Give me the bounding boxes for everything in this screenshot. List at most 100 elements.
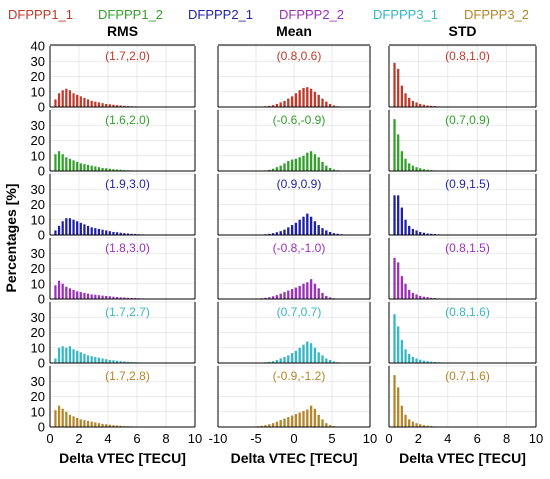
bar: [108, 359, 111, 363]
y-tick-label: 20: [31, 69, 45, 84]
bar: [328, 167, 332, 171]
x-axis-label-0: Delta VTEC [TECU]: [59, 450, 186, 466]
bar: [101, 229, 104, 235]
bar: [397, 262, 400, 299]
bar: [68, 288, 72, 299]
bar: [325, 165, 328, 171]
bar: [54, 154, 57, 171]
bar: [393, 119, 396, 171]
bar: [94, 101, 97, 107]
bar: [306, 409, 309, 427]
bar: [321, 228, 324, 235]
bar: [294, 93, 298, 107]
bar: [126, 233, 130, 235]
bar: [287, 355, 290, 363]
y-tick-label: 0: [38, 164, 45, 179]
bar: [268, 233, 271, 235]
legend-entry-3: DFPPP2_2: [279, 7, 344, 22]
y-tick-label: 0: [38, 356, 45, 371]
bar: [430, 361, 433, 363]
bar: [86, 420, 90, 427]
bar: [309, 151, 313, 171]
bar: [54, 99, 57, 107]
stat-label: (-0.6,-0.9): [273, 113, 326, 127]
bar: [426, 425, 429, 427]
bar: [83, 97, 86, 107]
bar: [336, 233, 339, 235]
bar: [283, 292, 286, 299]
bar: [411, 165, 415, 171]
bar: [108, 104, 111, 107]
y-tick-label: 20: [31, 133, 45, 148]
bar: [90, 100, 93, 107]
bar: [294, 287, 298, 299]
bar: [283, 163, 286, 171]
bar: [411, 356, 415, 363]
bar: [72, 93, 75, 107]
bar: [317, 94, 320, 107]
bar: [393, 314, 396, 363]
x-tick-label: 5: [328, 431, 335, 446]
stat-label: (0.8,1.6): [445, 305, 490, 319]
bar: [86, 225, 90, 235]
bar: [57, 225, 61, 235]
bar: [408, 97, 411, 107]
bar: [271, 233, 275, 235]
bar: [294, 350, 298, 363]
bar: [68, 90, 72, 107]
bar: [419, 424, 422, 427]
panel-1-2: (0.9,0.9): [217, 173, 371, 236]
bar: [83, 353, 86, 363]
legend: DFPPP1_1 DFPPP1_2 DFPPP2_1 DFPPP2_2 DFPPP3_1…: [8, 7, 529, 22]
bar: [94, 228, 97, 235]
bar: [404, 349, 407, 363]
bar: [426, 361, 429, 363]
bar: [408, 289, 411, 299]
bar: [115, 105, 119, 107]
bar: [115, 297, 119, 299]
axis-labels: Percentages [%]: [3, 184, 19, 293]
bar: [298, 157, 301, 171]
stat-label: (0.9,1.5): [445, 177, 490, 191]
bar: [290, 289, 294, 299]
bar: [419, 295, 422, 299]
bar: [397, 326, 400, 363]
bar: [411, 421, 415, 427]
bar: [268, 361, 271, 363]
bar: [332, 169, 336, 171]
bar: [430, 297, 433, 299]
bar: [321, 98, 324, 107]
bar: [76, 161, 79, 171]
y-tick-label: 0: [38, 292, 45, 307]
bar: [275, 167, 279, 171]
bar: [283, 229, 286, 235]
bar: [290, 159, 294, 171]
panel-2-1: (0.7,0.9): [388, 109, 537, 172]
bar: [101, 167, 104, 171]
bar: [317, 288, 320, 299]
bar: [72, 289, 75, 299]
bar: [426, 105, 429, 107]
bar: [397, 68, 400, 107]
bar: [115, 169, 119, 171]
bar: [57, 93, 61, 107]
bar: [306, 152, 309, 171]
bar: [400, 276, 404, 299]
legend-entry-2: DFPPP2_1: [188, 7, 253, 22]
bar: [97, 295, 101, 299]
bar: [268, 105, 271, 107]
bar: [79, 352, 82, 363]
bar: [126, 297, 130, 299]
bar: [317, 352, 320, 363]
bar: [79, 292, 82, 299]
bar: [426, 297, 429, 299]
x-tick-label: 2: [415, 431, 422, 446]
bar: [61, 221, 64, 235]
